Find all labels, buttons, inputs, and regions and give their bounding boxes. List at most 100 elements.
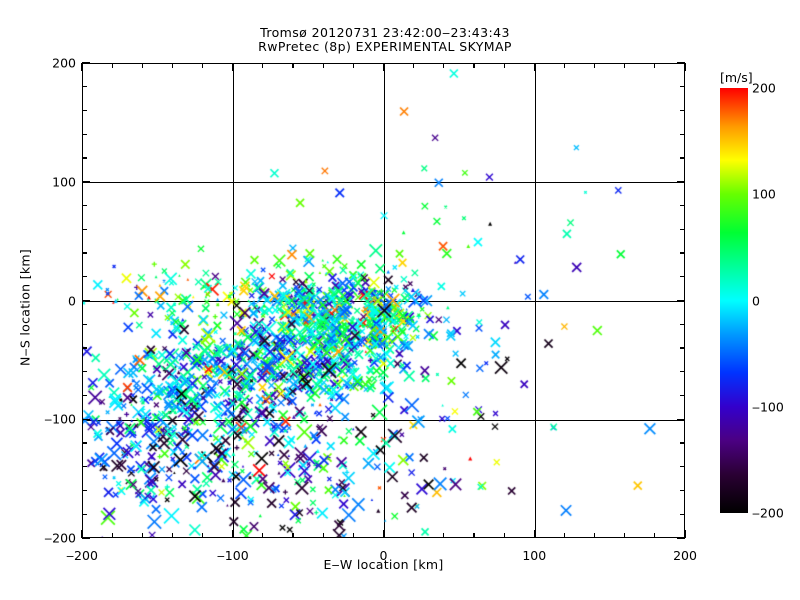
x-axis-label: E‒W location [km] xyxy=(323,557,444,572)
tick-y-minor xyxy=(82,347,87,349)
tick-label-x: 100 xyxy=(522,548,547,563)
tick-y-minor-right xyxy=(680,86,685,88)
tick-x-major xyxy=(684,530,686,538)
tick-y-major-right xyxy=(677,418,685,420)
tick-label-y: 0 xyxy=(68,293,76,308)
tick-y-minor-right xyxy=(680,394,685,397)
colorbar-tick-label: 100 xyxy=(752,186,776,202)
tick-label-x: 0 xyxy=(379,548,388,563)
tick-y-minor xyxy=(82,252,87,254)
tick-label-x: 200 xyxy=(673,548,697,563)
tick-y-minor-right xyxy=(680,371,685,373)
tick-y-major xyxy=(82,418,90,420)
tick-x-major-top xyxy=(232,63,234,71)
tick-y-minor xyxy=(82,228,87,230)
title-line-1: Tromsø 20120731 23:42:00‒23:43:43 xyxy=(260,25,510,40)
tick-x-minor-top xyxy=(202,63,204,68)
tick-y-major-right xyxy=(677,181,685,183)
tick-x-minor-top xyxy=(413,63,415,68)
tick-x-minor xyxy=(413,533,415,538)
scatter-points-layer xyxy=(83,64,684,537)
tick-x-minor xyxy=(593,533,596,538)
tick-y-minor-right xyxy=(680,252,685,254)
tick-x-minor-top xyxy=(593,63,596,68)
tick-y-major xyxy=(82,299,90,302)
tick-x-major xyxy=(232,530,234,538)
tick-x-minor xyxy=(503,533,505,538)
tick-y-minor-right xyxy=(680,157,685,159)
tick-y-major-right xyxy=(677,299,685,302)
tick-y-minor-right xyxy=(680,109,685,112)
tick-y-minor xyxy=(82,489,87,492)
tick-x-minor xyxy=(473,533,475,538)
colorbar-tick-label: ‒100 xyxy=(752,399,784,415)
colorbar-tick-label: 200 xyxy=(752,80,776,96)
colorbar-tick-label: ‒200 xyxy=(752,505,784,521)
tick-x-minor-top xyxy=(563,63,565,68)
chart-title: Tromsø 20120731 23:42:00‒23:43:43 RwPret… xyxy=(0,26,770,54)
tick-x-minor-top xyxy=(262,63,264,68)
tick-x-minor xyxy=(352,533,354,538)
tick-x-minor-top xyxy=(352,63,354,68)
tick-y-minor-right xyxy=(680,347,685,349)
tick-y-major xyxy=(82,62,90,64)
tick-y-minor-right xyxy=(680,489,685,492)
tick-x-minor-top xyxy=(654,63,656,68)
tick-y-major-right xyxy=(677,62,685,64)
tick-x-minor xyxy=(443,533,445,538)
tick-y-minor-right xyxy=(680,442,685,444)
tick-y-minor xyxy=(82,133,87,135)
tick-y-minor xyxy=(82,371,87,373)
tick-x-minor-top xyxy=(473,63,475,68)
tick-x-major-top xyxy=(684,63,686,71)
tick-x-minor xyxy=(262,533,264,538)
tick-y-minor xyxy=(82,442,87,444)
tick-x-minor-top xyxy=(292,63,294,68)
tick-x-major-top xyxy=(382,63,385,71)
colorbar-tick-label: 0 xyxy=(752,293,760,308)
tick-y-minor-right xyxy=(680,228,685,230)
tick-y-minor-right xyxy=(680,204,685,207)
tick-y-minor-right xyxy=(680,513,685,515)
tick-x-minor xyxy=(171,533,174,538)
tick-x-minor-top xyxy=(624,63,626,68)
y-axis-label: N‒S location [km] xyxy=(17,248,33,367)
tick-x-minor xyxy=(292,533,294,538)
tick-y-minor xyxy=(82,394,87,397)
tick-x-minor xyxy=(654,533,656,538)
tick-y-minor-right xyxy=(680,133,685,135)
tick-y-minor-right xyxy=(680,276,685,278)
tick-y-minor xyxy=(82,276,87,278)
tick-y-major xyxy=(82,181,90,183)
tick-x-minor xyxy=(322,533,324,538)
tick-x-major xyxy=(81,530,83,538)
tick-label-y: 100 xyxy=(52,174,76,190)
tick-x-major-top xyxy=(81,63,83,71)
tick-label-x: ‒100 xyxy=(216,548,249,563)
tick-y-minor xyxy=(82,157,87,159)
tick-y-minor-right xyxy=(680,466,685,468)
tick-y-major-right xyxy=(677,537,685,539)
tick-y-minor xyxy=(82,466,87,468)
tick-label-x: ‒200 xyxy=(66,548,98,563)
colorbar-gradient xyxy=(720,88,748,513)
tick-x-minor-top xyxy=(503,63,505,68)
colorbar-label: [m/s] xyxy=(720,70,753,85)
tick-y-minor xyxy=(82,86,87,88)
plot-area xyxy=(82,63,685,538)
tick-x-minor xyxy=(111,533,113,538)
tick-x-minor xyxy=(624,533,626,538)
tick-y-minor xyxy=(82,513,87,515)
tick-x-minor-top xyxy=(322,63,324,68)
tick-x-minor-top xyxy=(171,63,174,68)
tick-x-minor-top xyxy=(443,63,445,68)
tick-label-y: 200 xyxy=(52,55,76,71)
tick-x-major xyxy=(533,530,535,538)
tick-y-minor-right xyxy=(680,323,685,325)
tick-y-minor xyxy=(82,323,87,325)
tick-y-minor xyxy=(82,109,87,112)
tick-x-minor xyxy=(202,533,204,538)
tick-x-minor xyxy=(141,533,143,538)
tick-y-minor xyxy=(82,204,87,207)
